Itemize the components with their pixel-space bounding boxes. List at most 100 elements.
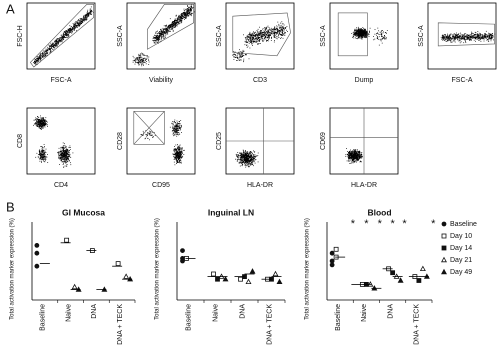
event-dot — [90, 11, 92, 12]
event-dot — [174, 26, 176, 27]
event-dot — [460, 39, 462, 40]
event-dot — [159, 31, 161, 33]
event-dot — [45, 157, 47, 159]
event-dot — [456, 34, 458, 36]
event-dot — [52, 42, 54, 44]
event-dot — [174, 129, 176, 131]
event-dot — [55, 45, 57, 47]
event-dot — [449, 34, 450, 36]
event-dot — [355, 35, 356, 36]
event-dot — [480, 36, 481, 38]
event-dot — [261, 36, 262, 37]
event-dot — [157, 30, 158, 32]
event-dot — [477, 34, 478, 36]
event-dot — [238, 162, 240, 164]
event-dot — [50, 48, 52, 50]
event-dot — [464, 34, 465, 36]
event-dot — [181, 13, 182, 15]
event-dot — [381, 33, 382, 35]
event-dot — [91, 12, 93, 14]
event-dot — [144, 138, 146, 140]
event-dot — [176, 148, 178, 150]
event-dot — [483, 34, 485, 36]
event-dot — [137, 58, 138, 60]
event-dot — [38, 154, 39, 155]
event-dot — [174, 20, 176, 22]
event-dot — [445, 40, 447, 42]
event-dot — [35, 122, 37, 124]
event-dot — [59, 158, 60, 160]
event-dot — [190, 9, 192, 10]
event-dot — [453, 34, 455, 36]
event-dot — [40, 57, 42, 59]
event-dot — [53, 44, 55, 46]
event-dot — [62, 151, 63, 153]
event-dot — [245, 155, 246, 157]
event-dot — [59, 41, 61, 43]
event-dot — [477, 36, 479, 38]
event-dot — [262, 32, 264, 33]
event-dot — [84, 17, 86, 19]
event-dot — [141, 58, 142, 60]
event-dot — [41, 149, 43, 151]
event-dot — [40, 123, 42, 124]
event-dot — [74, 22, 76, 24]
event-dot — [59, 37, 61, 39]
event-dot — [179, 124, 180, 126]
event-dot — [71, 28, 73, 29]
event-dot — [69, 147, 71, 148]
event-dot — [177, 124, 179, 126]
event-dot — [56, 41, 57, 43]
event-dot — [240, 162, 242, 164]
event-dot — [169, 24, 171, 26]
event-dot — [42, 56, 44, 58]
event-dot — [443, 36, 445, 37]
event-dot — [135, 58, 136, 60]
event-dot — [259, 39, 260, 41]
event-dot — [65, 147, 67, 149]
event-dot — [54, 40, 55, 42]
event-dot — [357, 28, 359, 29]
event-dot — [285, 32, 286, 33]
event-dot — [490, 36, 492, 38]
event-dot — [485, 36, 487, 38]
event-dot — [85, 14, 87, 16]
event-dot — [381, 34, 382, 36]
event-dot — [273, 33, 274, 34]
event-dot — [85, 19, 87, 21]
event-dot — [51, 44, 53, 46]
event-dot — [50, 51, 51, 52]
event-dot — [177, 161, 179, 163]
event-dot — [41, 126, 43, 128]
event-dot — [451, 37, 453, 39]
event-dot — [171, 22, 173, 24]
event-dot — [471, 36, 473, 38]
event-dot — [249, 154, 251, 155]
event-dot — [175, 149, 177, 151]
event-dot — [57, 43, 59, 44]
event-dot — [271, 30, 273, 32]
event-dot — [66, 149, 67, 150]
event-dot — [168, 27, 169, 28]
event-dot — [145, 63, 147, 65]
event-dot — [488, 41, 490, 42]
event-dot — [175, 150, 177, 152]
event-dot — [174, 152, 176, 154]
event-dot — [65, 146, 67, 148]
event-dot — [245, 159, 246, 161]
event-dot — [45, 152, 47, 153]
event-dot — [179, 155, 180, 157]
event-dot — [167, 33, 169, 35]
event-dot — [73, 26, 74, 28]
event-dot — [179, 162, 181, 164]
event-dot — [479, 39, 481, 41]
event-dot — [67, 150, 68, 152]
event-dot — [170, 24, 172, 26]
event-dot — [163, 25, 165, 27]
event-dot — [179, 144, 181, 146]
event-dot — [264, 35, 266, 36]
event-dot — [176, 128, 178, 129]
event-dot — [35, 156, 37, 158]
